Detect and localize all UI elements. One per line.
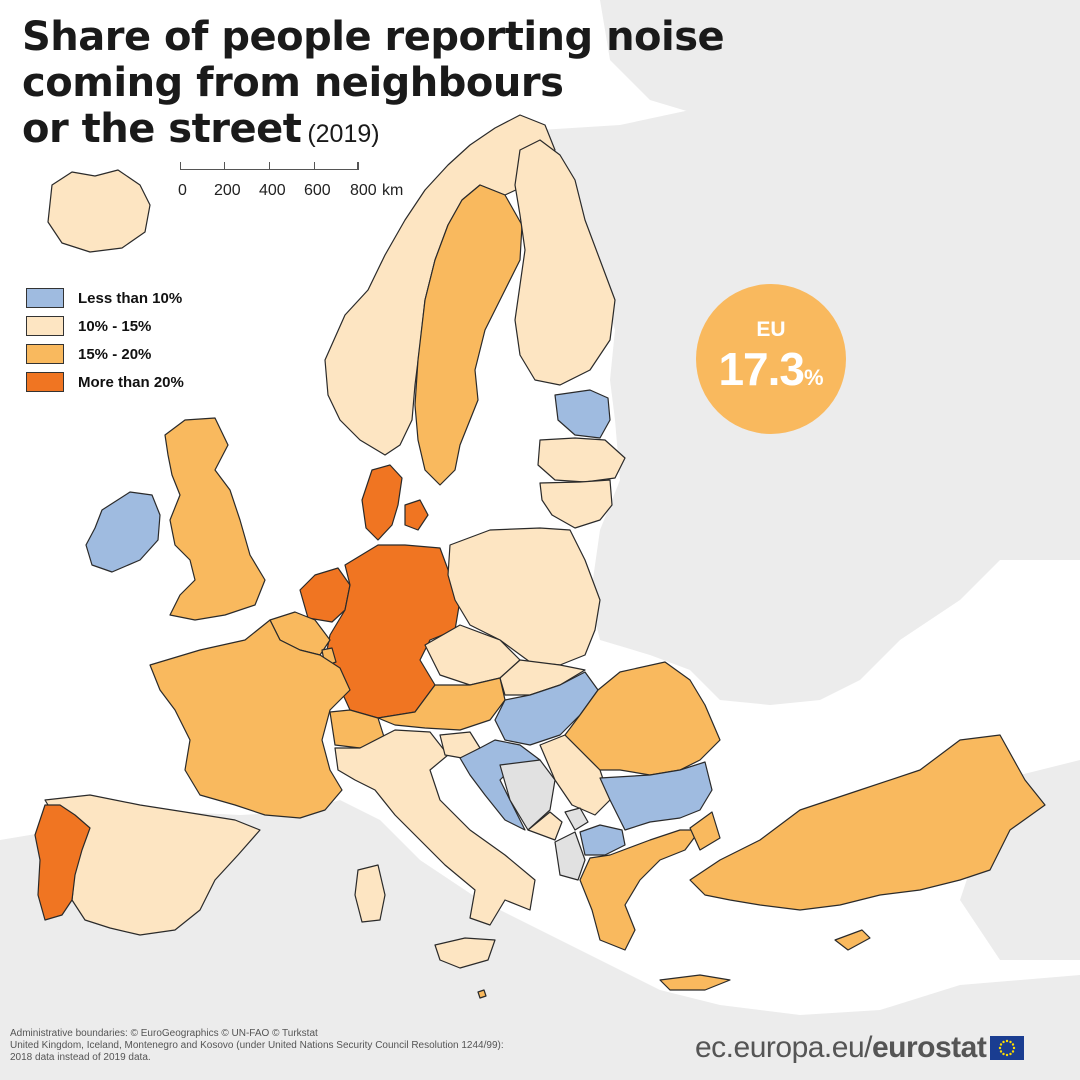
legend-label: More than 20% xyxy=(78,373,184,391)
country-finland xyxy=(514,139,616,386)
country-italy-sicily xyxy=(434,937,496,969)
country-north-macedonia xyxy=(579,824,626,856)
legend-label: 10% - 15% xyxy=(78,317,152,335)
scale-tick xyxy=(358,162,359,170)
footer-notes: Administrative boundaries: © EuroGeograp… xyxy=(10,1028,504,1064)
eu-average-badge: EU 17.3% xyxy=(696,284,846,434)
north-africa-landmass xyxy=(0,800,1080,1080)
country-latvia xyxy=(537,437,626,483)
country-montenegro xyxy=(527,811,563,841)
legend-swatch xyxy=(26,372,64,392)
legend-label: Less than 10% xyxy=(78,289,183,307)
country-france xyxy=(149,619,351,819)
country-denmark xyxy=(361,464,403,541)
scale-label-0: 0 xyxy=(178,182,187,199)
legend-swatch xyxy=(26,344,64,364)
eurostat-brand[interactable]: ec.europa.eu/eurostat xyxy=(695,1030,1025,1066)
title-line-2: coming from neighbours xyxy=(22,60,564,106)
eu-flag-icon xyxy=(990,1036,1025,1060)
footer-line-3: 2018 data instead of 2019 data. xyxy=(10,1052,151,1063)
title-line-3-text: or the street xyxy=(22,106,302,152)
legend-item: More than 20% xyxy=(26,368,184,396)
country-greece-crete xyxy=(659,974,731,991)
country-bulgaria xyxy=(599,761,713,831)
country-turkey xyxy=(689,734,1046,911)
footer-line-1: Administrative boundaries: © EuroGeograp… xyxy=(10,1028,318,1039)
eu-flag-stars-icon xyxy=(999,1039,1016,1057)
country-cyprus xyxy=(834,929,871,951)
brand-name[interactable]: eurostat xyxy=(871,1031,987,1064)
country-portugal xyxy=(34,804,91,921)
scale-label-800: 800 xyxy=(350,182,377,199)
country-greece xyxy=(579,829,701,951)
title-year: (2019) xyxy=(307,120,380,148)
legend-label: 15% - 20% xyxy=(78,345,152,363)
country-slovakia xyxy=(499,659,586,696)
scale-bar: 0 200 400 600 800 km xyxy=(178,162,403,212)
country-kosovo xyxy=(564,807,589,831)
country-lithuania xyxy=(539,479,613,529)
brand-url[interactable]: ec.europa.eu/ xyxy=(695,1031,872,1064)
country-ireland xyxy=(85,491,161,573)
country-turkey-thrace xyxy=(689,811,721,851)
country-malta xyxy=(477,989,487,999)
scale-tick xyxy=(314,162,315,170)
title-line-3: or the street (2019) xyxy=(22,106,724,157)
scale-tick xyxy=(180,162,181,170)
eu-label: EU xyxy=(756,318,786,341)
scale-tick xyxy=(224,162,225,170)
legend-item: 15% - 20% xyxy=(26,340,184,368)
legend-item: Less than 10% xyxy=(26,284,184,312)
country-romania xyxy=(564,661,721,776)
eu-value-unit: % xyxy=(803,365,824,390)
scale-label-200: 200 xyxy=(214,182,241,199)
title-line-1: Share of people reporting noise xyxy=(22,14,725,60)
title-block: Share of people reporting noise coming f… xyxy=(22,14,725,157)
countries xyxy=(34,114,1046,999)
country-albania xyxy=(554,831,586,881)
country-iceland xyxy=(47,169,151,253)
country-italy xyxy=(334,729,536,926)
eu-value: 17.3% xyxy=(696,342,846,396)
country-poland xyxy=(447,527,601,666)
scale-label-400: 400 xyxy=(259,182,286,199)
scale-label-600: 600 xyxy=(304,182,331,199)
arctic-coast-landmass xyxy=(600,0,1080,115)
legend-swatch xyxy=(26,288,64,308)
legend-swatch xyxy=(26,316,64,336)
scale-tick xyxy=(269,162,270,170)
eu-value-number: 17.3 xyxy=(718,343,805,395)
country-denmark-islands xyxy=(404,499,429,531)
footer-line-2: United Kingdom, Iceland, Montenegro and … xyxy=(10,1040,504,1051)
legend-item: 10% - 15% xyxy=(26,312,184,340)
scale-unit: km xyxy=(382,182,404,199)
country-bosnia xyxy=(499,759,556,831)
country-italy-sardinia xyxy=(354,864,386,923)
legend: Less than 10% 10% - 15% 15% - 20% More t… xyxy=(26,284,184,396)
country-estonia xyxy=(554,389,611,439)
country-united-kingdom xyxy=(164,417,266,621)
country-sweden xyxy=(414,184,523,486)
